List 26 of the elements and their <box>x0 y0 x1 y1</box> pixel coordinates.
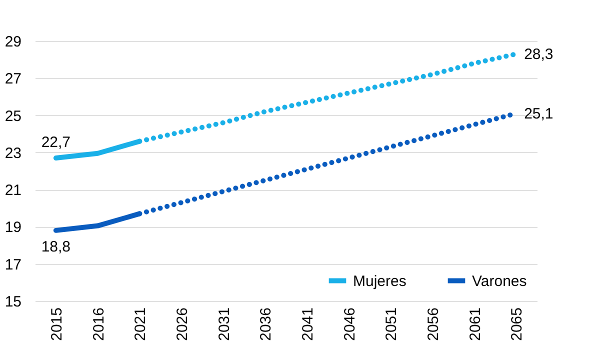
data-label: 28,3 <box>524 46 554 63</box>
y-tick-label: 25 <box>4 108 22 125</box>
x-tick-label: 2021 <box>132 308 150 341</box>
x-tick-label: 2036 <box>258 308 275 341</box>
x-tick-label: 2041 <box>299 308 316 341</box>
data-label: 18,8 <box>41 238 71 256</box>
y-tick-label: 21 <box>4 182 22 200</box>
data-label: 25,1 <box>524 105 554 122</box>
y-tick-label: 19 <box>4 219 22 236</box>
y-tick-label: 15 <box>4 294 22 310</box>
x-tick-label: 2056 <box>424 308 442 341</box>
y-tick-label: 27 <box>4 70 22 88</box>
y-tick-label: 23 <box>4 144 22 162</box>
x-tick-label: 2016 <box>90 308 108 341</box>
x-tick-label: 2061 <box>466 308 484 341</box>
data-label: 22,7 <box>41 134 71 151</box>
y-tick-label: 29 <box>4 34 22 50</box>
x-tick-label: 2051 <box>383 308 400 341</box>
legend-label: Varones <box>472 272 527 290</box>
x-tick-label: 2015 <box>48 308 66 341</box>
x-tick-label: 2031 <box>216 308 233 341</box>
x-tick-label: 2065 <box>508 308 526 341</box>
x-tick-label: 2026 <box>174 308 191 341</box>
y-tick-label: 17 <box>4 256 22 274</box>
legend-label: Mujeres <box>353 272 406 290</box>
x-tick-label: 2046 <box>341 308 358 341</box>
